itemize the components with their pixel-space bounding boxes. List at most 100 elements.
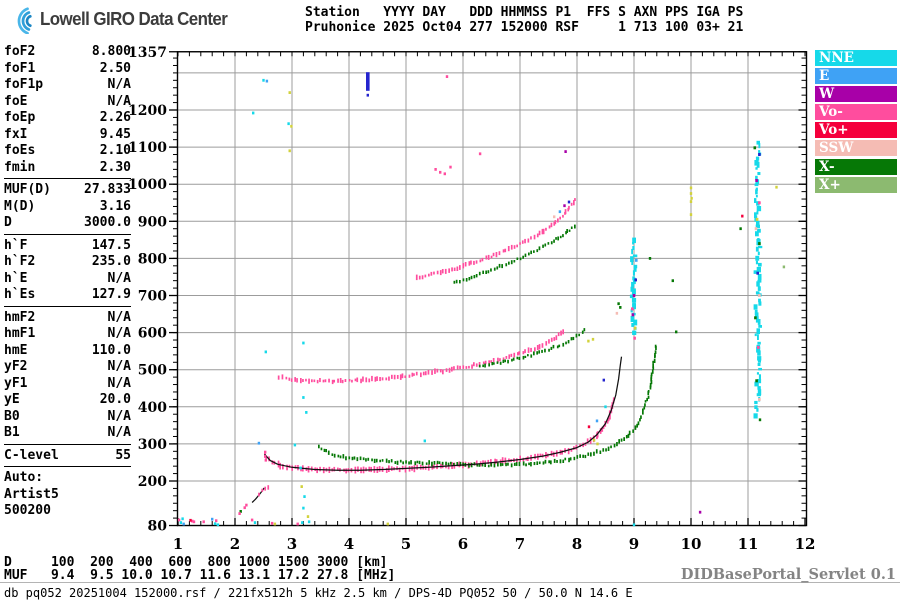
parameter-label: yF2 (4, 359, 28, 374)
parameter-value: 2.26 (99, 110, 131, 125)
svg-text:1000: 1000 (128, 177, 167, 193)
parameter-row: yF1 N/A (4, 376, 131, 393)
parameter-value: 235.0 (91, 254, 131, 269)
giro-logo: Lowell GIRO Data Center (6, 4, 239, 34)
panel-divider (4, 305, 131, 307)
panel-divider (4, 178, 131, 179)
svg-text:4: 4 (344, 535, 354, 553)
parameter-value: N/A (107, 93, 131, 109)
parameter-row: yE 20.0 (4, 392, 131, 409)
parameter-row: fxI 9.45 (4, 127, 131, 144)
panel-divider (4, 466, 131, 467)
panel-divider (4, 233, 131, 235)
parameter-value: 8.800 (91, 44, 131, 59)
parameter-value: 9.45 (99, 126, 131, 142)
parameter-label: hmF1 (4, 326, 36, 341)
svg-text:800: 800 (138, 251, 167, 267)
parameter-value: 110.0 (91, 342, 131, 358)
parameter-row: h`F 147.5 (4, 238, 131, 255)
svg-text:700: 700 (138, 289, 167, 305)
auto-scaler-line: 500200 (4, 503, 131, 520)
parameter-row: hmE 110.0 (4, 343, 131, 360)
svg-text:10: 10 (681, 535, 702, 553)
svg-text:400: 400 (138, 400, 167, 416)
svg-text:900: 900 (138, 214, 167, 230)
parameter-value: N/A (107, 309, 131, 325)
parameter-value: 27.833 (84, 182, 131, 197)
distance-row: D 100 200 400 600 800 1000 1500 3000 [km… (4, 555, 388, 570)
parameter-label: B1 (4, 425, 20, 440)
legend-item-e: E (815, 68, 897, 84)
svg-text:1: 1 (173, 535, 183, 553)
footer-divider (0, 582, 900, 583)
parameter-label: D (4, 215, 12, 230)
parameter-label: h`Es (4, 287, 36, 302)
svg-text:1200: 1200 (128, 103, 167, 119)
parameter-value: 147.5 (91, 237, 131, 253)
parameter-label: foEp (4, 110, 36, 125)
parameter-value: 127.9 (91, 287, 131, 302)
legend-item-vo: Vo+ (815, 122, 897, 138)
parameter-row: C-level 55 (4, 448, 131, 465)
svg-text:6: 6 (458, 535, 468, 553)
parameter-row: foF1p N/A (4, 77, 131, 94)
parameter-value: N/A (107, 375, 131, 391)
parameter-value: 2.50 (99, 60, 131, 76)
parameter-label: foF1 (4, 60, 36, 76)
svg-text:1357: 1357 (128, 45, 167, 61)
parameter-label: MUF(D) (4, 182, 51, 197)
parameter-label: h`E (4, 270, 28, 286)
parameter-row: MUF(D) 27.833 (4, 182, 131, 199)
legend-item-nne: NNE (815, 50, 897, 66)
parameter-row: yF2 N/A (4, 359, 131, 376)
parameter-row: h`E N/A (4, 271, 131, 288)
parameter-value: N/A (107, 408, 131, 424)
auto-scaler-text: Artist5 (4, 486, 59, 502)
parameter-label: h`F2 (4, 254, 36, 269)
logo-text: Lowell GIRO Data Center (40, 8, 228, 29)
giro-wave-icon (17, 7, 32, 34)
parameter-value: N/A (107, 425, 131, 440)
svg-text:200: 200 (138, 474, 167, 490)
svg-text:500: 500 (138, 363, 167, 379)
parameter-label: foF1p (4, 77, 44, 92)
parameter-row: foF2 8.800 (4, 44, 131, 61)
parameter-row: fmin 2.30 (4, 160, 131, 177)
parameter-value: N/A (107, 359, 131, 374)
svg-text:3: 3 (287, 535, 297, 553)
legend-item-w: W (815, 86, 897, 102)
parameter-label: hmF2 (4, 309, 36, 325)
svg-text:80: 80 (148, 519, 168, 535)
legend-item-x: X- (815, 159, 897, 175)
parameter-label: M(D) (4, 198, 36, 214)
parameter-label: C-level (4, 447, 59, 463)
parameter-row: B0 N/A (4, 409, 131, 426)
parameter-value: N/A (107, 326, 131, 341)
auto-scaler-text: 500200 (4, 503, 51, 518)
parameter-row: foE N/A (4, 94, 131, 111)
auto-scaler-line: Auto: (4, 470, 131, 487)
parameter-value: 2.10 (99, 143, 131, 158)
svg-text:5: 5 (401, 535, 411, 553)
parameter-label: foE (4, 93, 28, 109)
servlet-version-label: DIDBasePortal_Servlet 0.1 (680, 566, 896, 583)
parameter-row: foEp 2.26 (4, 110, 131, 127)
legend-item-ssw: SSW (815, 140, 897, 156)
parameter-row: h`F2 235.0 (4, 254, 131, 271)
parameter-label: foEs (4, 143, 36, 158)
svg-text:9: 9 (629, 535, 639, 553)
parameter-label: hmE (4, 342, 28, 358)
parameter-panel: foF2 8.800 foF1 2.50 foF1p N/A foE N/A foEp 2.26 f… (4, 44, 131, 520)
svg-text:7: 7 (515, 535, 525, 553)
panel-divider (4, 443, 131, 445)
parameter-label: yF1 (4, 375, 28, 391)
parameter-value: 55 (115, 447, 131, 463)
parameter-row: B1 N/A (4, 425, 131, 442)
parameter-row: foEs 2.10 (4, 143, 131, 160)
parameter-value: N/A (107, 77, 131, 92)
parameter-value: 3.16 (99, 198, 131, 214)
svg-text:300: 300 (138, 437, 167, 453)
svg-text:2: 2 (230, 535, 240, 553)
